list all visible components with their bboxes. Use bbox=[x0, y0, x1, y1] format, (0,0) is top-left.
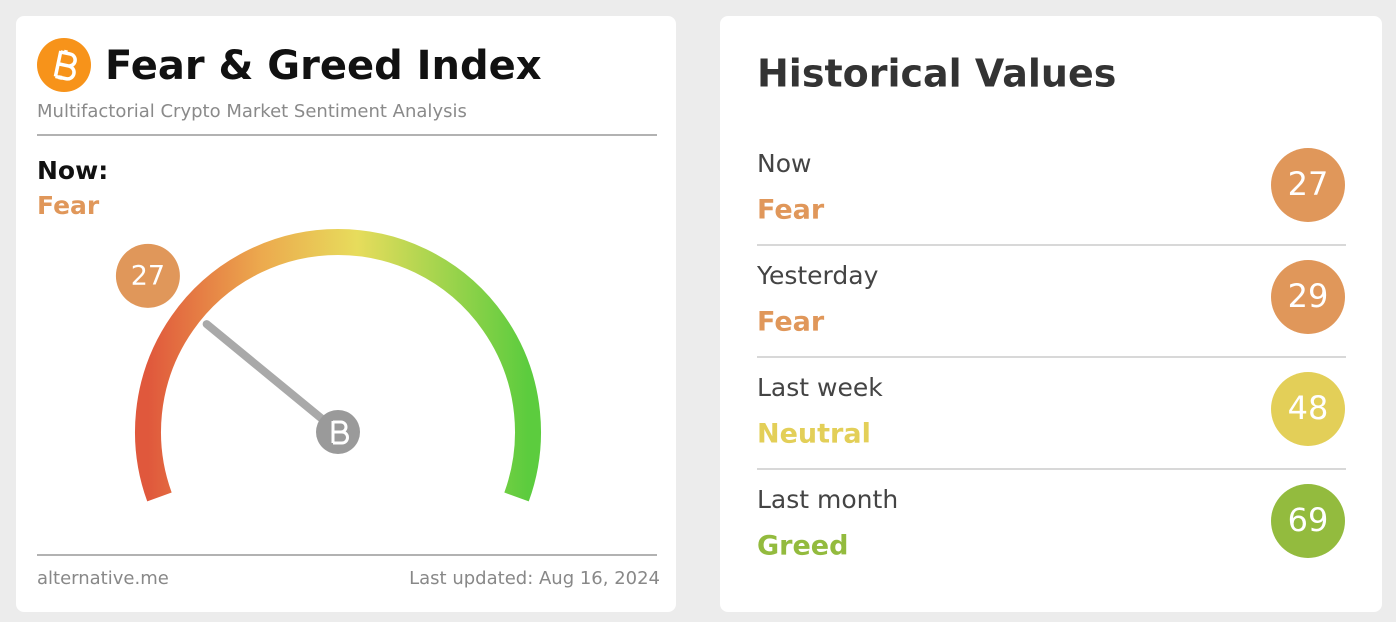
hub-symbol bbox=[331, 420, 349, 445]
row-classification: Neutral bbox=[757, 419, 871, 450]
row-classification: Fear bbox=[757, 307, 825, 338]
now-label: Now: bbox=[37, 156, 108, 185]
row-label: Last month bbox=[757, 485, 898, 514]
value-bubble bbox=[115, 243, 180, 308]
value-circle bbox=[1271, 372, 1345, 446]
row-label: Yesterday bbox=[756, 261, 879, 290]
subtitle: Multifactorial Crypto Market Sentiment A… bbox=[37, 101, 467, 122]
gauge: 27 bbox=[115, 229, 541, 502]
value-label: 69 bbox=[1288, 501, 1329, 539]
bitcoin-symbol bbox=[53, 49, 77, 81]
gauge-needle bbox=[202, 320, 342, 436]
row-classification: Fear bbox=[757, 195, 825, 226]
value-circle bbox=[1271, 148, 1345, 222]
row-classification: Greed bbox=[757, 531, 848, 562]
value-label: 48 bbox=[1288, 389, 1329, 427]
row-label: Last week bbox=[757, 373, 883, 402]
historical-rows: Now Fear 27 Yesterday Fear 29 Last week Neutral… bbox=[756, 148, 1346, 562]
historical-title: Historical Values bbox=[757, 52, 1116, 96]
footer-updated: Last updated: Aug 16, 2024 bbox=[409, 568, 660, 589]
footer-source: alternative.me bbox=[37, 568, 169, 589]
row-label: Now bbox=[757, 149, 811, 178]
card-title: Fear & Greed Index bbox=[105, 43, 542, 89]
value-circle bbox=[1271, 260, 1345, 334]
now-classification: Fear bbox=[37, 191, 100, 220]
value-circle bbox=[1271, 484, 1345, 558]
value-bubble-label: 27 bbox=[131, 260, 165, 291]
gauge-arc bbox=[135, 229, 541, 502]
value-label: 29 bbox=[1288, 277, 1329, 315]
historical-card bbox=[720, 16, 1382, 612]
value-label: 27 bbox=[1288, 165, 1329, 203]
index-card bbox=[16, 16, 676, 612]
